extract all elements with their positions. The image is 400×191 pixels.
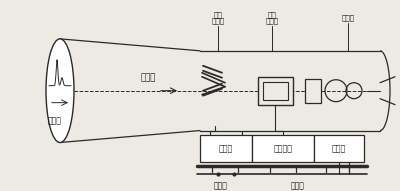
Text: 损伤处: 损伤处 — [214, 181, 228, 190]
Bar — [200, 134, 252, 162]
Text: 水平: 水平 — [268, 12, 276, 18]
Text: 神经干: 神经干 — [291, 181, 305, 190]
Bar — [314, 134, 364, 162]
Text: 荺光屏: 荺光屏 — [48, 116, 62, 125]
Text: 垂直: 垂直 — [214, 12, 222, 18]
Text: 偏转板: 偏转板 — [212, 18, 224, 24]
Text: 刺激器: 刺激器 — [332, 144, 346, 153]
Bar — [263, 82, 288, 100]
Text: 扫描装置: 扫描装置 — [274, 144, 292, 153]
Text: 放大器: 放大器 — [219, 144, 233, 153]
Bar — [258, 77, 293, 105]
Text: 偏转板: 偏转板 — [266, 18, 278, 24]
Bar — [305, 79, 321, 103]
Ellipse shape — [46, 39, 74, 142]
Bar — [252, 134, 314, 162]
Text: 电子束: 电子束 — [140, 73, 156, 82]
Text: 电子枪: 电子枪 — [342, 15, 354, 21]
